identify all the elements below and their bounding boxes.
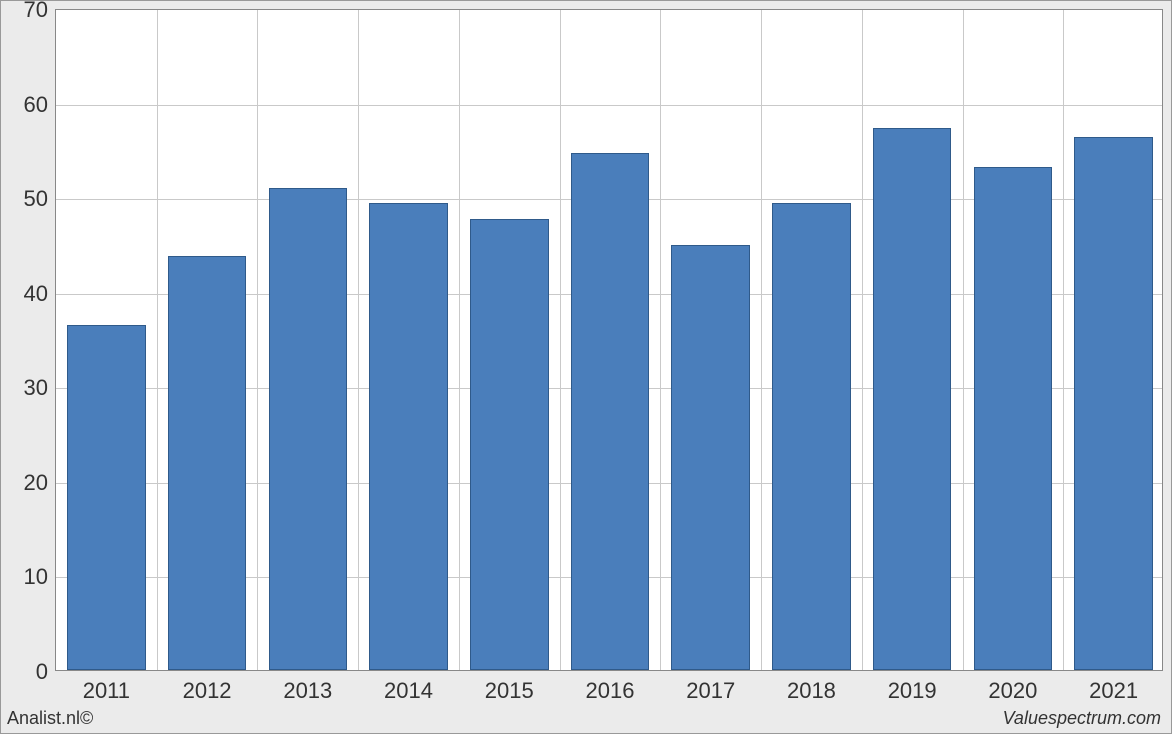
- gridline-vertical: [157, 10, 158, 670]
- x-axis-tick-label: 2021: [1089, 678, 1138, 704]
- bar: [168, 256, 247, 670]
- x-axis-tick-label: 2017: [686, 678, 735, 704]
- x-axis-tick-label: 2012: [183, 678, 232, 704]
- x-axis-tick-label: 2020: [988, 678, 1037, 704]
- y-axis-tick-label: 40: [8, 281, 48, 307]
- y-axis-tick-label: 60: [8, 92, 48, 118]
- y-axis-tick-label: 20: [8, 470, 48, 496]
- chart-grid-and-bars: 0102030405060702011201220132014201520162…: [56, 10, 1162, 670]
- chart-plot-area: 0102030405060702011201220132014201520162…: [55, 9, 1163, 671]
- bar: [873, 128, 952, 670]
- x-axis-tick-label: 2015: [485, 678, 534, 704]
- gridline-vertical: [660, 10, 661, 670]
- gridline-vertical: [459, 10, 460, 670]
- bar: [772, 203, 851, 670]
- footer-credit-right: Valuespectrum.com: [1003, 708, 1161, 729]
- bar: [67, 325, 146, 670]
- gridline-vertical: [862, 10, 863, 670]
- x-axis-tick-label: 2013: [283, 678, 332, 704]
- bar: [571, 153, 650, 670]
- gridline-horizontal: [56, 105, 1162, 106]
- gridline-vertical: [963, 10, 964, 670]
- x-axis-tick-label: 2011: [83, 678, 130, 704]
- gridline-vertical: [761, 10, 762, 670]
- y-axis-tick-label: 70: [8, 0, 48, 23]
- gridline-vertical: [358, 10, 359, 670]
- bar: [1074, 137, 1153, 670]
- y-axis-tick-label: 50: [8, 186, 48, 212]
- bar: [470, 219, 549, 670]
- footer-credit-left: Analist.nl©: [7, 708, 93, 729]
- x-axis-tick-label: 2014: [384, 678, 433, 704]
- gridline-vertical: [560, 10, 561, 670]
- bar: [974, 167, 1053, 670]
- x-axis-tick-label: 2018: [787, 678, 836, 704]
- y-axis-tick-label: 30: [8, 375, 48, 401]
- gridline-vertical: [1063, 10, 1064, 670]
- chart-outer-frame: 0 10 20 30 40 50 60 70 2011 2012 2013 2014 2015 2016 2…: [0, 0, 1172, 734]
- y-axis-tick-label: 0: [8, 659, 48, 685]
- y-axis-tick-label: 10: [8, 564, 48, 590]
- x-axis-tick-label: 2019: [888, 678, 937, 704]
- gridline-vertical: [257, 10, 258, 670]
- bar: [671, 245, 750, 670]
- bar: [369, 203, 448, 670]
- bar: [269, 188, 348, 670]
- x-axis-tick-label: 2016: [586, 678, 635, 704]
